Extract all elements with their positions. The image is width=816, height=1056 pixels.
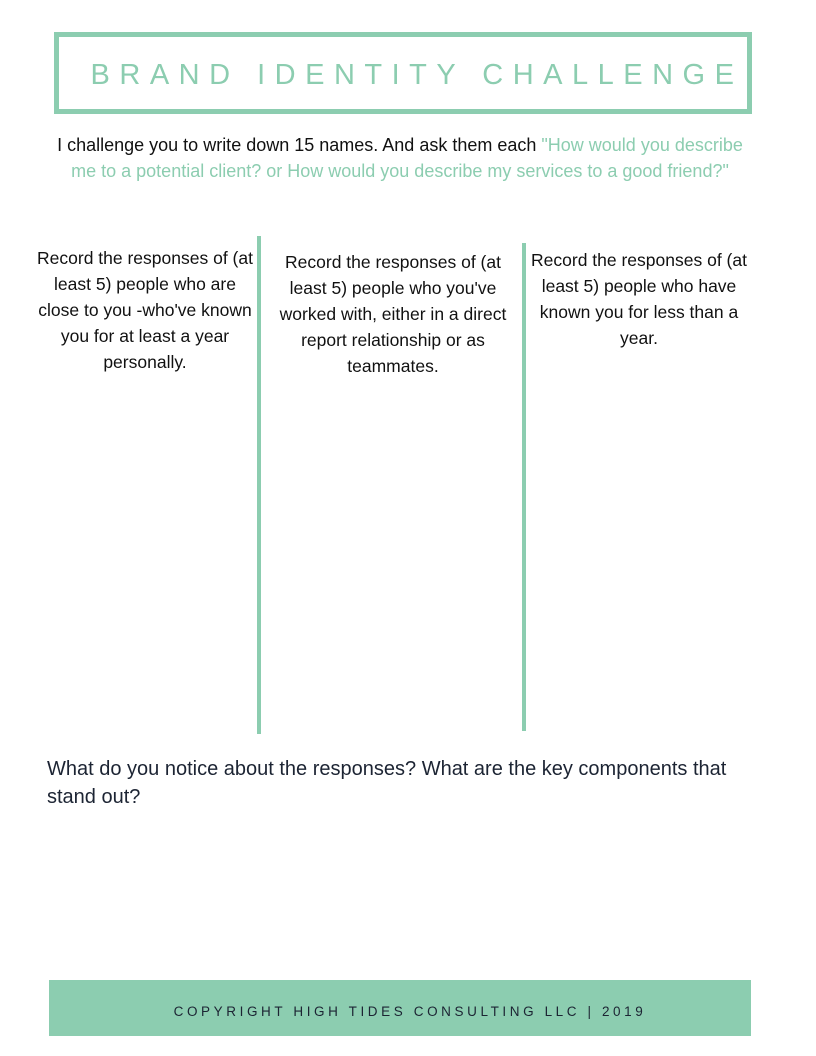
column-divider xyxy=(522,243,526,731)
title-box: BRAND IDENTITY CHALLENGE xyxy=(54,32,752,114)
intro-paragraph: I challenge you to write down 15 names. … xyxy=(50,132,750,184)
column-divider xyxy=(257,236,261,734)
footer-bar: COPYRIGHT HIGH TIDES CONSULTING LLC | 20… xyxy=(49,980,751,1036)
copyright-text: COPYRIGHT HIGH TIDES CONSULTING LLC | 20… xyxy=(173,1004,647,1019)
intro-text: I challenge you to write down 15 names. … xyxy=(57,135,542,155)
reflection-question: What do you notice about the responses? … xyxy=(47,758,727,808)
column-new-acquaintances: Record the responses of (at least 5) peo… xyxy=(531,250,747,348)
page-title: BRAND IDENTITY CHALLENGE xyxy=(90,59,744,91)
column-coworkers: Record the responses of (at least 5) peo… xyxy=(279,252,507,376)
intro-quote: "How would you describe me to a potentia… xyxy=(71,135,743,181)
column-close-people: Record the responses of (at least 5) peo… xyxy=(37,248,253,372)
